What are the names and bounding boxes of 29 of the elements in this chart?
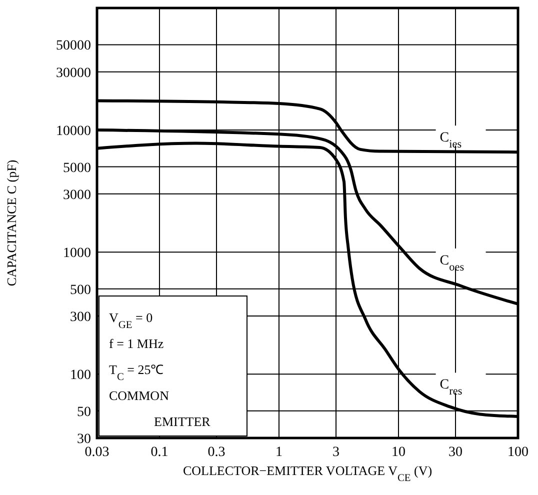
annotation: f = 1 MHz: [109, 336, 164, 351]
annotation: EMITTER: [154, 414, 211, 429]
y-tick-label: 10000: [56, 124, 91, 140]
y-tick-label: 300: [70, 310, 91, 325]
x-tick-label: 0.03: [84, 445, 110, 460]
y-tick-label: 100: [70, 368, 91, 384]
series-label: C$_{ies}$: [440, 130, 462, 151]
annotation: T$_{C}$ = 25℃: [109, 362, 164, 382]
x-tick-label: 3: [332, 445, 340, 460]
annotation: V$_{GE}$ = 0: [109, 310, 153, 330]
y-axis-title: CAPACITANCE C (pF): [4, 160, 19, 286]
series-label: C$_{oes}$: [440, 253, 464, 274]
y-tick-label: 1000: [63, 246, 91, 262]
x-tick-label: 100: [508, 445, 528, 460]
y-tick-label: 50000: [56, 38, 91, 54]
y-tick-label: 30000: [56, 66, 91, 81]
x-tick-label: 1: [275, 445, 282, 460]
annotation: COMMON: [109, 388, 170, 403]
x-tick-label: 0.1: [150, 445, 168, 460]
series-label: C$_{res}$: [440, 378, 462, 398]
x-tick-label: 10: [391, 445, 406, 460]
x-axis-title: COLLECTOR−EMITTER VOLTAGE V$_{CE}$(V): [182, 463, 432, 484]
y-tick-label: 500: [70, 282, 91, 298]
x-tick-label: 30: [448, 445, 463, 460]
y-tick-label: 30: [77, 432, 91, 447]
y-tick-label: 50: [77, 404, 91, 420]
x-tick-label: 0.3: [208, 445, 226, 460]
y-tick-label: 3000: [63, 188, 91, 203]
y-tick-label: 5000: [63, 160, 91, 176]
